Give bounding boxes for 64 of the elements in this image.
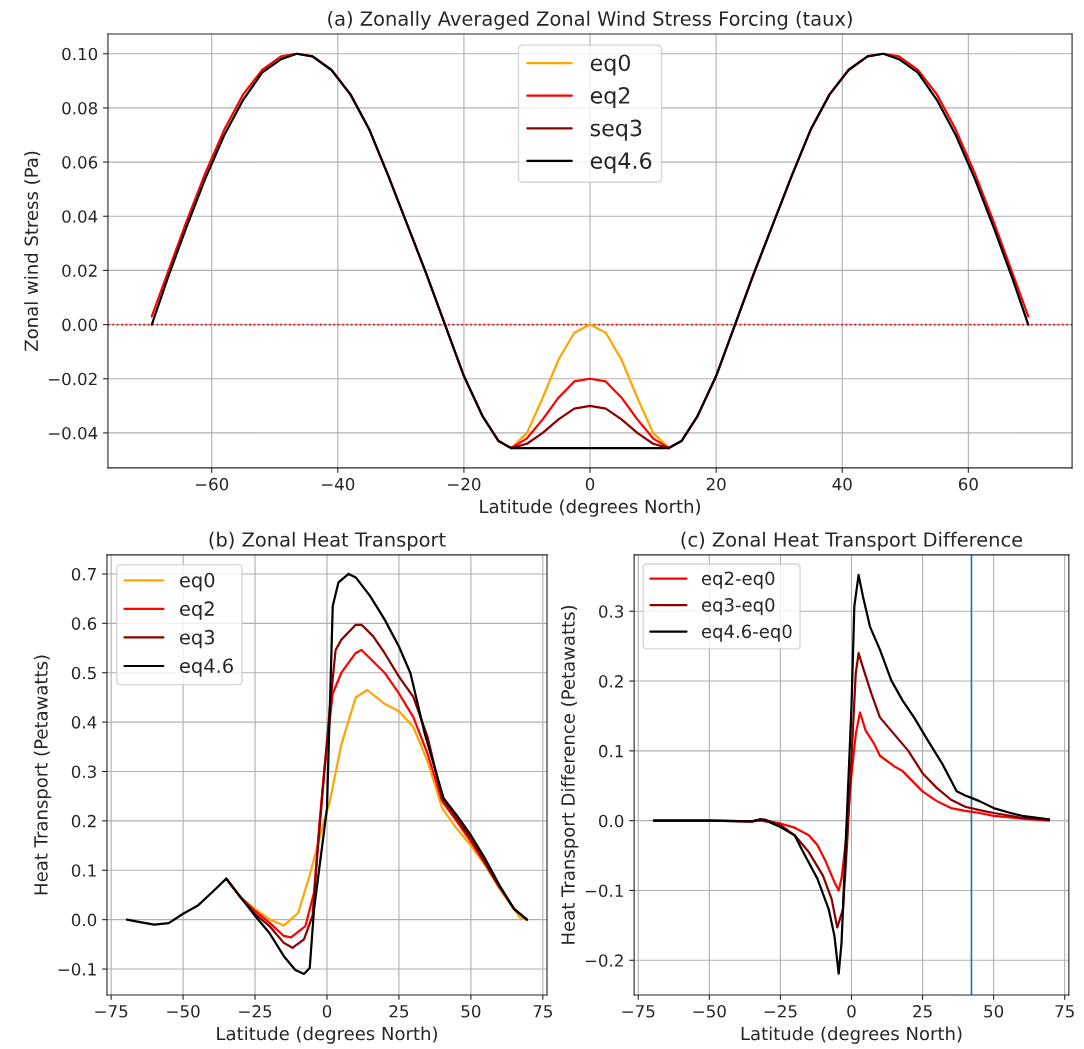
y-tick-label: −0.1 — [58, 963, 96, 976]
x-axis-title: Latitude (degrees North) — [741, 1026, 962, 1044]
x-tick-label: 50 — [461, 1004, 481, 1018]
y-tick-label: 0.10 — [62, 47, 98, 61]
x-tick-label: −40 — [321, 477, 355, 491]
y-tick-label: 0.1 — [599, 744, 623, 758]
y-tick-label: 0.06 — [62, 156, 98, 169]
y-tick-label: 0.1 — [71, 864, 96, 877]
legend-label: eq0 — [180, 572, 215, 592]
x-tick-label: −50 — [167, 1004, 200, 1018]
legend-label: seq3 — [590, 119, 642, 141]
y-tick-label: −0.1 — [585, 884, 623, 898]
x-tick-label: 0 — [322, 1004, 332, 1018]
y-axis-title: Heat Transport (Petawatts) — [33, 655, 52, 895]
y-tick-label: 0.4 — [71, 716, 97, 729]
chart-title: (c) Zonal Heat Transport Difference — [681, 531, 1023, 551]
legend-label: eq2 — [590, 87, 630, 109]
x-tick-label: −20 — [448, 477, 481, 491]
legend-label: eq4.6 — [180, 658, 233, 677]
y-tick-label: 0.04 — [62, 210, 98, 223]
x-tick-label: 50 — [984, 1004, 1004, 1018]
y-axis-title: Heat Transport Difference (Petawatts) — [560, 605, 579, 944]
y-tick-label: 0.3 — [71, 765, 96, 779]
x-tick-label: 75 — [533, 1005, 552, 1018]
y-tick-label: 0.2 — [71, 814, 96, 828]
y-tick-label: 0.3 — [599, 605, 624, 618]
legend-label: eq4.6 — [590, 152, 652, 174]
x-axis-title: Latitude (degrees North) — [217, 1026, 437, 1044]
legend-label: eq3-eq0 — [701, 597, 775, 616]
y-tick-label: 0.08 — [62, 101, 98, 115]
legend-label: eq0 — [590, 54, 631, 76]
y-tick-label: 0.02 — [62, 264, 97, 277]
y-tick-label: 0.0 — [599, 814, 624, 828]
legend-label: eq3 — [180, 629, 215, 649]
y-tick-label: 0.5 — [71, 666, 96, 680]
y-tick-label: 0.6 — [71, 617, 97, 630]
x-tick-label: −50 — [693, 1004, 726, 1018]
x-tick-label: 0 — [847, 1004, 856, 1018]
legend-label: eq2-eq0 — [701, 571, 775, 589]
x-tick-label: −75 — [622, 1005, 655, 1018]
x-axis-title: Latitude (degrees North) — [480, 499, 700, 517]
x-tick-label: 75 — [1055, 1005, 1074, 1018]
y-tick-label: 0.2 — [599, 675, 623, 688]
x-tick-label: −25 — [764, 1004, 797, 1018]
chart-title: (a) Zonally Averaged Zonal Wind Stress Forcing (taux) — [328, 10, 852, 30]
x-tick-label: −25 — [239, 1004, 272, 1018]
x-tick-label: 25 — [913, 1004, 932, 1018]
x-tick-label: −75 — [95, 1005, 128, 1018]
y-tick-label: −0.04 — [48, 426, 98, 440]
y-tick-label: −0.02 — [48, 372, 97, 386]
x-tick-label: 60 — [958, 477, 978, 491]
y-tick-label: 0.0 — [71, 913, 97, 927]
y-tick-label: 0.00 — [62, 318, 98, 332]
x-tick-label: 0 — [585, 477, 595, 491]
x-tick-label: 20 — [706, 477, 726, 491]
y-tick-label: −0.2 — [585, 954, 623, 967]
x-tick-label: 40 — [832, 477, 852, 491]
chart-title: (b) Zonal Heat Transport — [209, 531, 446, 551]
legend-label: eq2 — [180, 601, 214, 620]
y-tick-label: 0.7 — [71, 567, 96, 581]
legend-label: eq4.6-eq0 — [701, 624, 792, 642]
x-tick-label: 25 — [389, 1004, 409, 1018]
x-tick-label: −60 — [195, 477, 229, 491]
y-axis-title: Zonal wind Stress (Pa) — [24, 151, 41, 351]
